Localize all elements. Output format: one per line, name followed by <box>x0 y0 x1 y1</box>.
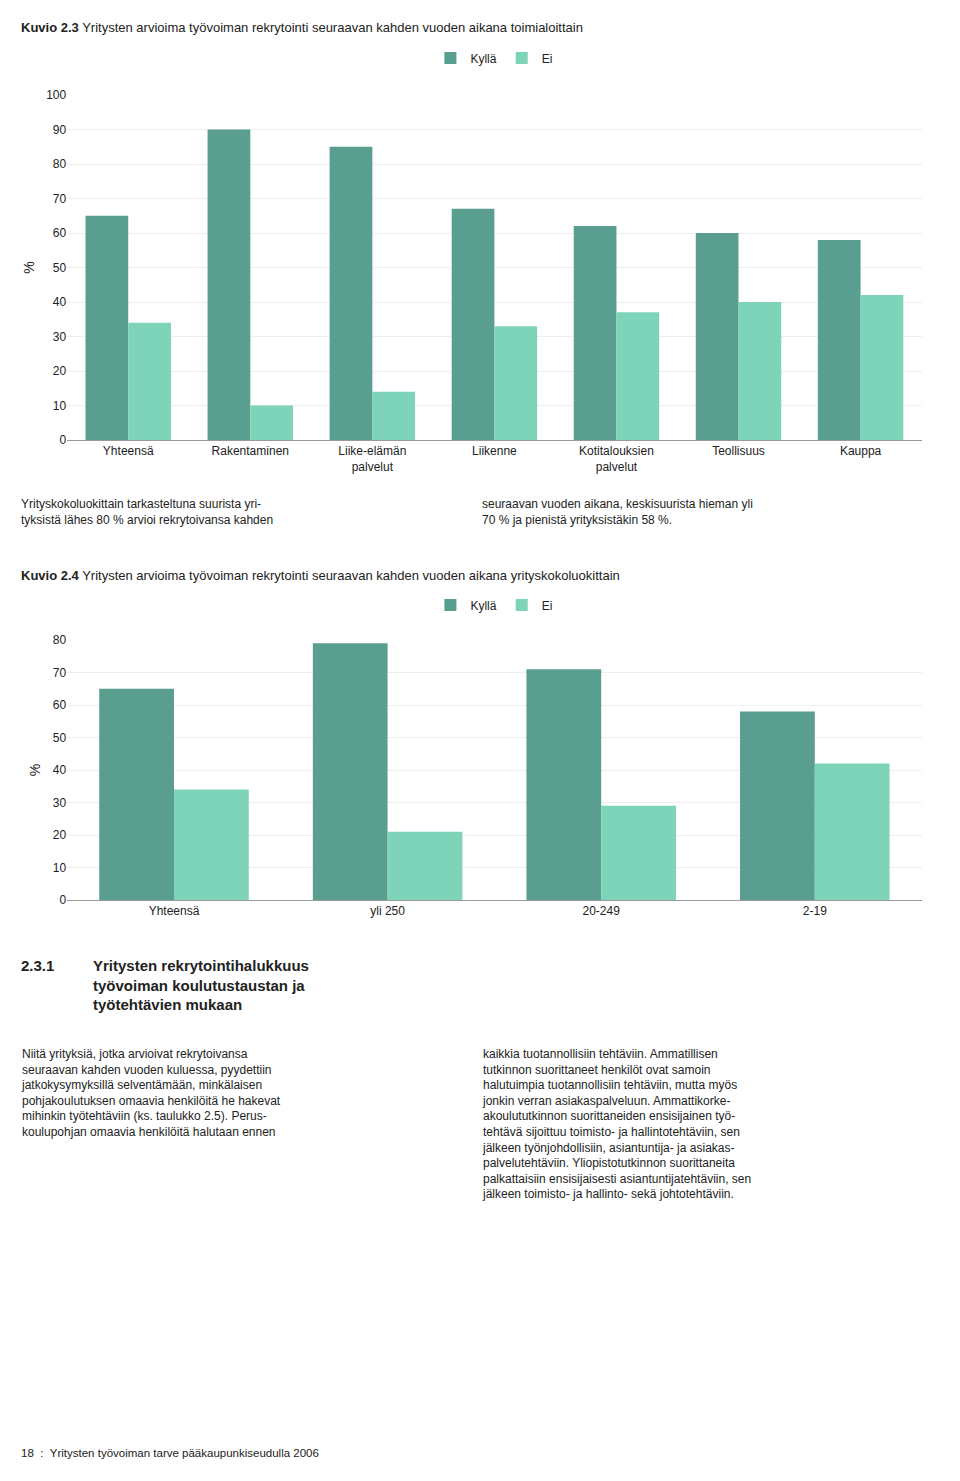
svg-text:10: 10 <box>53 399 67 413</box>
svg-text:Kauppa: Kauppa <box>840 444 882 458</box>
svg-text:Teollisuus: Teollisuus <box>712 444 765 458</box>
svg-text:2.3.1: 2.3.1 <box>21 957 54 974</box>
svg-text:60: 60 <box>53 698 67 712</box>
svg-text:Yhteensä: Yhteensä <box>103 444 154 458</box>
svg-text:50: 50 <box>53 731 67 745</box>
svg-text:Kyllä: Kyllä <box>470 52 496 66</box>
svg-text:2-19: 2-19 <box>803 904 827 918</box>
svg-text:Kuvio 2.3 Yritysten arvioima t: Kuvio 2.3 Yritysten arvioima työvoiman r… <box>21 20 583 35</box>
svg-text:80: 80 <box>53 157 67 171</box>
svg-text:100: 100 <box>46 88 66 102</box>
svg-text:70: 70 <box>53 192 67 206</box>
svg-text:%: % <box>27 764 43 776</box>
svg-text:40: 40 <box>53 295 67 309</box>
svg-text:Yritysten rekrytointihalukkuus: Yritysten rekrytointihalukkuustyövoiman … <box>93 957 309 1013</box>
svg-text:40: 40 <box>53 763 67 777</box>
svg-text:30: 30 <box>53 330 67 344</box>
svg-text:seuraavan vuoden aikana, keski: seuraavan vuoden aikana, keskisuurista h… <box>482 497 753 527</box>
svg-text:0: 0 <box>60 433 67 447</box>
svg-text:Yhteensä: Yhteensä <box>149 904 200 918</box>
svg-text:20: 20 <box>53 364 67 378</box>
svg-text:80: 80 <box>53 633 67 647</box>
svg-text:50: 50 <box>53 261 67 275</box>
svg-text:30: 30 <box>53 796 67 810</box>
svg-text:Liikenne: Liikenne <box>472 444 517 458</box>
svg-text:Rakentaminen: Rakentaminen <box>212 444 289 458</box>
svg-text:60: 60 <box>53 226 67 240</box>
svg-text:70: 70 <box>53 666 67 680</box>
svg-text:0: 0 <box>60 893 67 907</box>
svg-text:20-249: 20-249 <box>583 904 621 918</box>
svg-text:10: 10 <box>53 861 67 875</box>
svg-text:Kyllä: Kyllä <box>470 599 496 613</box>
svg-text:Yrityskokoluokittain tarkastel: Yrityskokoluokittain tarkasteltuna suuri… <box>21 497 273 527</box>
svg-text:Kotitalouksienpalvelut: Kotitalouksienpalvelut <box>579 444 654 474</box>
svg-text:Ei: Ei <box>542 52 553 66</box>
svg-text:kaikkia tuotannollisiin tehtäv: kaikkia tuotannollisiin tehtäviin. Ammat… <box>482 1047 751 1201</box>
svg-text:Niitä yrityksiä, jotka arvioiv: Niitä yrityksiä, jotka arvioivat rekryto… <box>21 1047 281 1139</box>
svg-text:18 : Yritysten työvoiman tar: 18 : Yritysten työvoiman tarve pääkaupun… <box>21 1447 319 1459</box>
svg-text:Liike-elämänpalvelut: Liike-elämänpalvelut <box>338 444 406 474</box>
svg-text:90: 90 <box>53 123 67 137</box>
svg-text:Ei: Ei <box>542 599 553 613</box>
svg-text:20: 20 <box>53 828 67 842</box>
svg-text:%: % <box>21 261 37 273</box>
svg-text:Kuvio 2.4 Yritysten arvioima t: Kuvio 2.4 Yritysten arvioima työvoiman r… <box>21 568 620 583</box>
svg-text:yli 250: yli 250 <box>370 904 405 918</box>
